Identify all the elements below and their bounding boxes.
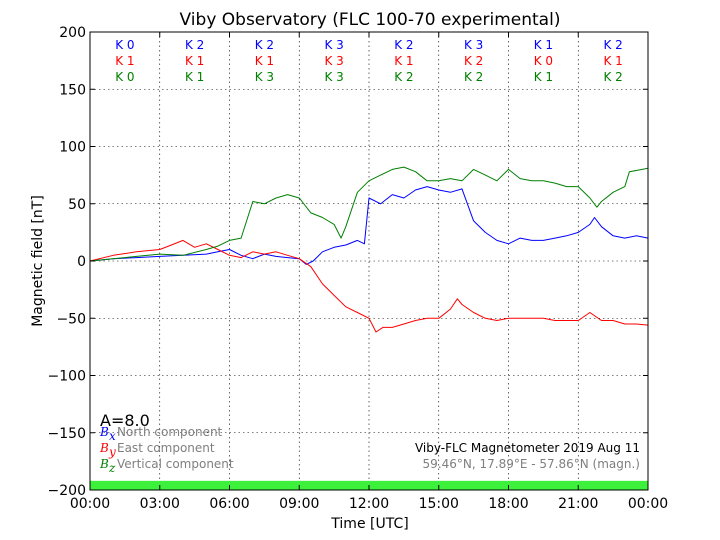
chart-title: Viby Observatory (FLC 100-70 experimenta… [180,10,561,30]
k-index-value: K 1 [534,38,553,52]
k-index-value: K 3 [324,38,343,52]
k-index-value: K 3 [324,54,343,68]
series-line-x [89,186,649,265]
legend-symbol: B [99,441,109,455]
info-instrument: Viby-FLC Magnetometer 2019 Aug 11 [415,441,640,455]
x-tick-label: 12:00 [349,496,389,512]
k-index-value: K 2 [464,70,483,84]
k-index-value: K 1 [534,70,553,84]
y-tick-label: 50 [68,197,86,213]
k-index-value: K 1 [185,70,204,84]
k-index-value: K 2 [255,38,274,52]
legend-symbol: B [99,457,109,471]
data-series [89,166,649,333]
legend-subscript: z [108,461,116,475]
x-tick-label: 00:00 [70,496,110,512]
x-tick-label: 21:00 [558,496,598,512]
x-tick-label: 00:00 [628,496,668,512]
k-index-table: K 0 K 2 K 2 K 3 K 2 K 3 K 1 K 2 K 1 K 1 K 1 K 3 K 1 K… [115,38,623,84]
x-tick-label: 03:00 [140,496,180,512]
k-index-value: K 2 [603,70,622,84]
axis-ticks: 00:00 03:00 06:00 09:00 12:00 15:00 18:00 21:00… [48,25,669,512]
y-tick-label: −200 [48,483,86,499]
y-tick-label: 200 [59,25,86,41]
k-index-value: K 3 [255,70,274,84]
y-axis-label: Magnetic field [nT] [30,195,46,327]
k-index-value: K 2 [464,54,483,68]
k-index-value: K 2 [603,38,622,52]
k-index-value: K 0 [534,54,553,68]
x-tick-label: 09:00 [279,496,319,512]
x-tick-label: 15:00 [419,496,459,512]
legend-label: North component [117,425,223,439]
y-tick-label: 100 [59,140,86,156]
k-index-value: K 1 [185,54,204,68]
k-index-value: K 3 [464,38,483,52]
series-line-z [89,166,649,262]
series-line-y [89,239,649,333]
y-tick-label: 150 [59,82,86,98]
k-index-value: K 2 [185,38,204,52]
x-axis-label: Time [UTC] [330,516,408,532]
k-index-value: K 0 [115,38,134,52]
x-tick-label: 18:00 [488,496,528,512]
y-tick-label: −100 [48,369,86,385]
y-tick-label: −150 [48,426,86,442]
legend-label: East component [117,441,215,455]
y-tick-label: 0 [77,254,86,270]
a-index-label: A=8.0 [100,411,150,430]
k-index-value: K 1 [115,54,134,68]
legend-subscript: x [109,429,116,443]
legend-symbol: B [99,425,109,439]
k-index-value: K 1 [394,54,413,68]
k-index-value: K 2 [394,70,413,84]
x-tick-label: 06:00 [209,496,249,512]
legend-label: Vertical component [117,457,234,471]
k-index-value: K 1 [255,54,274,68]
k-index-value: K 3 [324,70,343,84]
k-index-value: K 0 [115,70,134,84]
k-index-value: K 2 [394,38,413,52]
info-coordinates: 59.46°N, 17.89°E - 57.86°N (magn.) [423,457,640,471]
k-index-value: K 1 [603,54,622,68]
legend-subscript: y [108,445,116,459]
y-tick-label: −50 [56,311,86,327]
